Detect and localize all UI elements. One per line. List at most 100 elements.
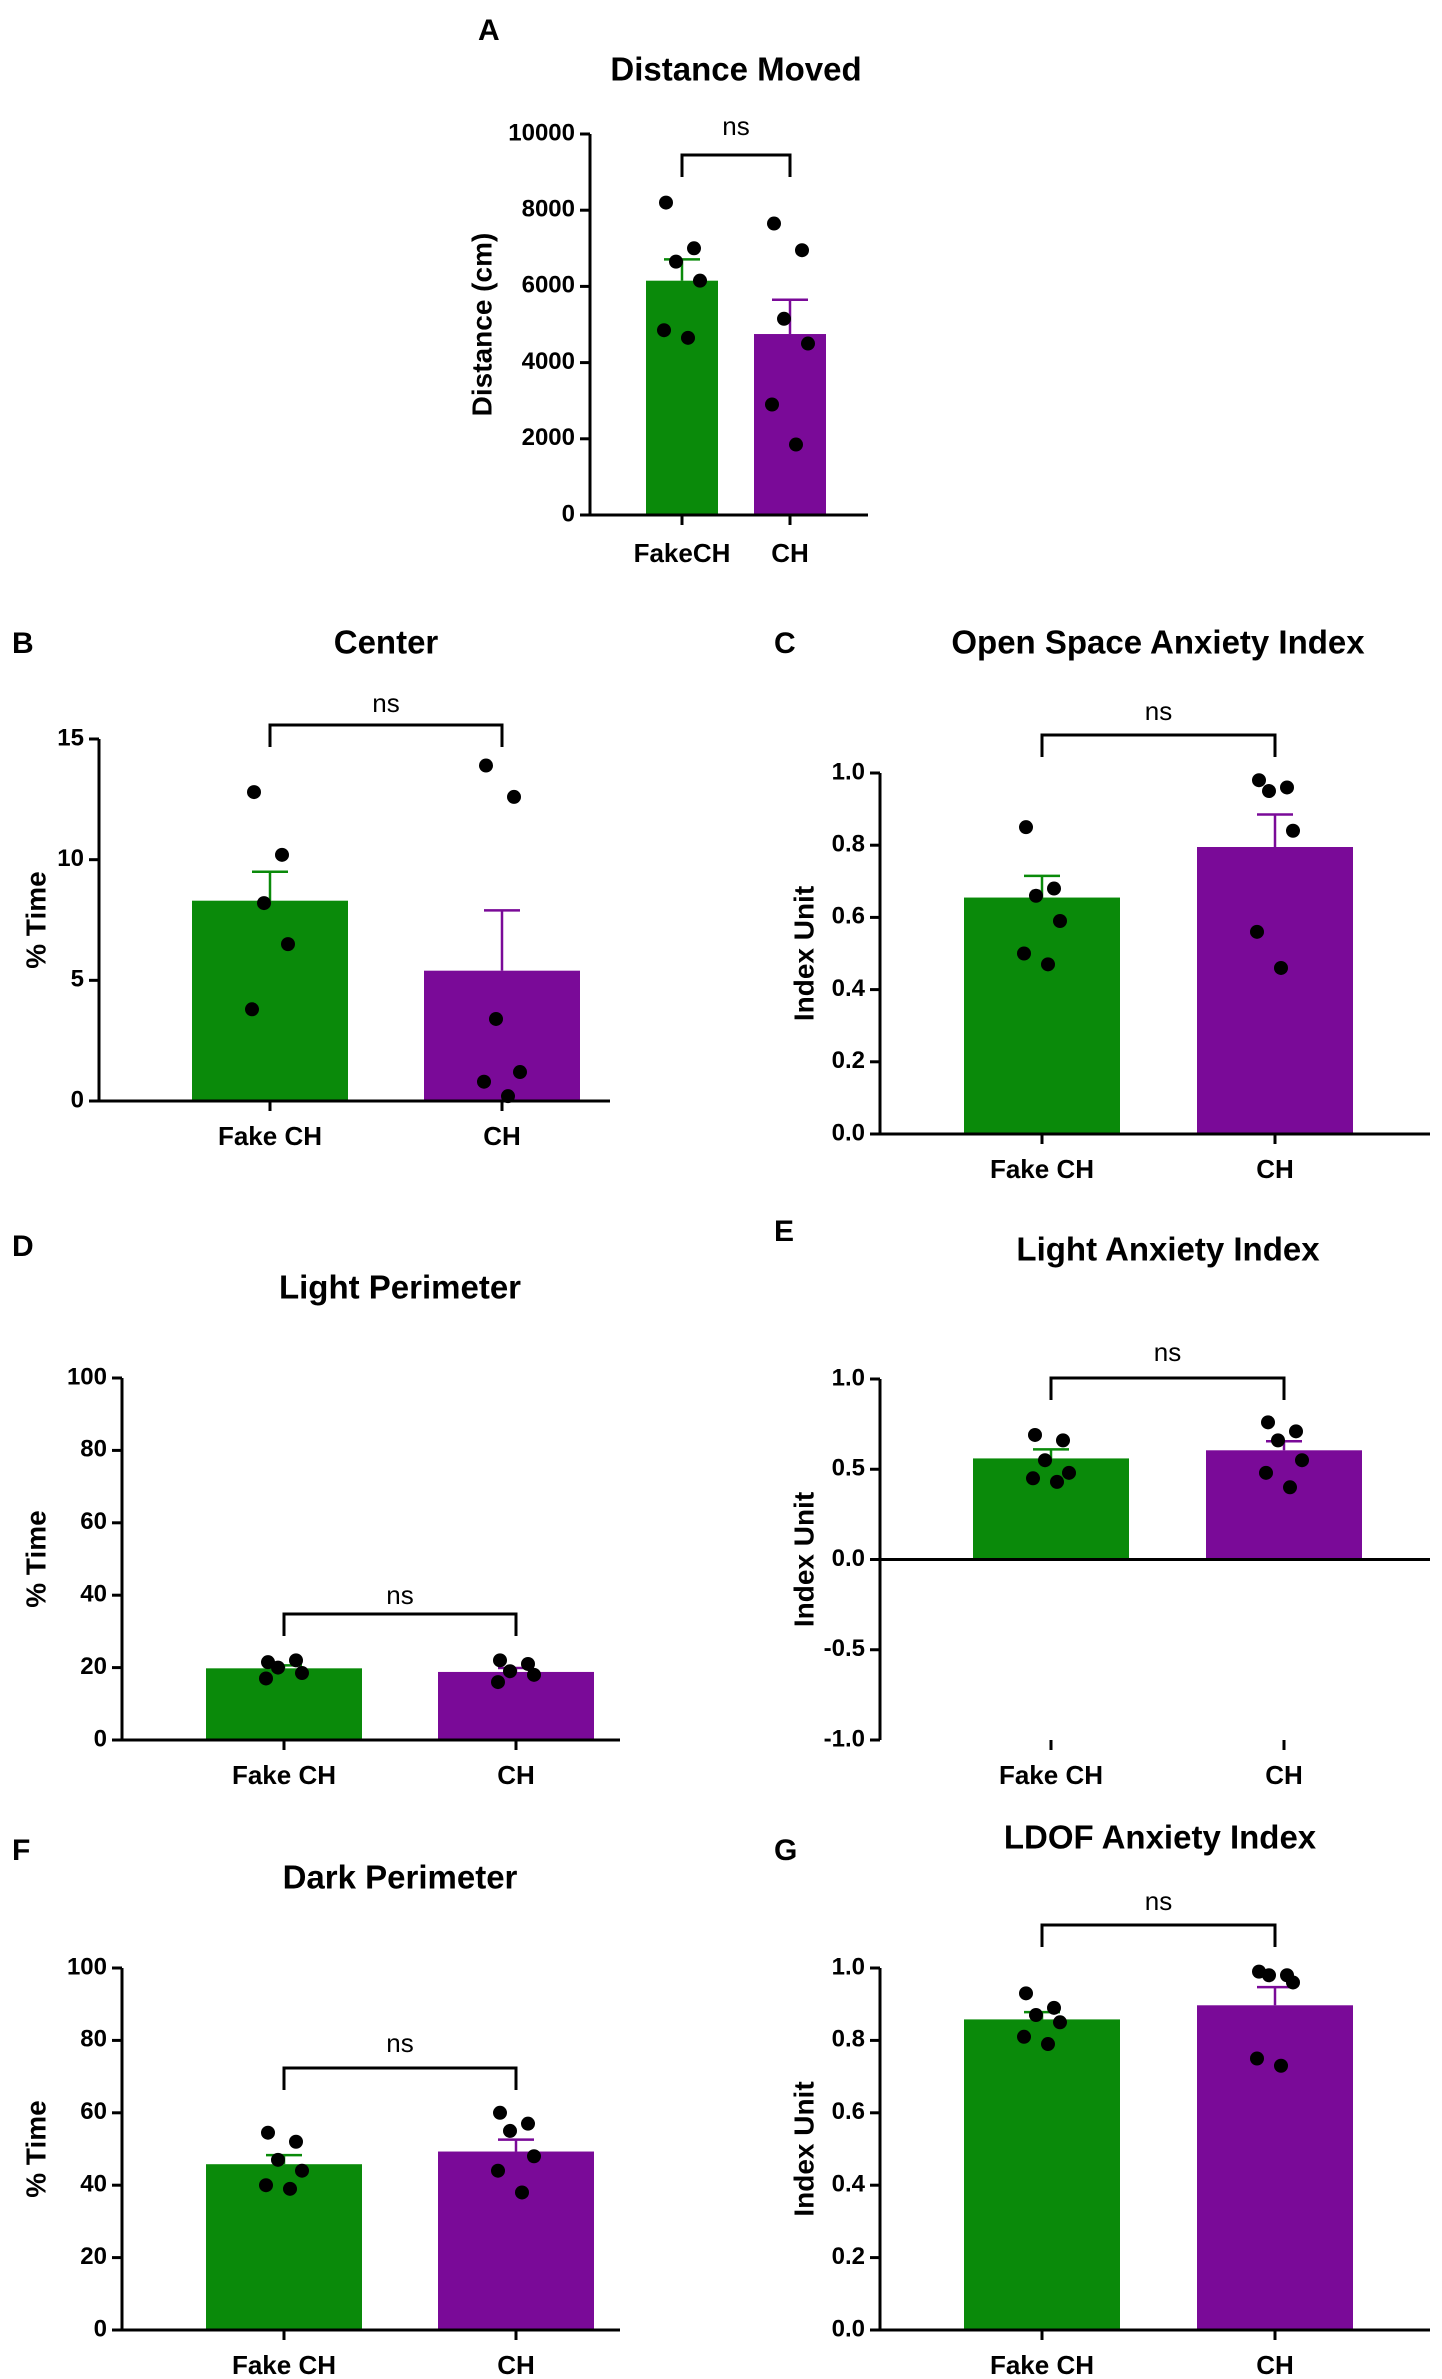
panel-c-significance-label: ns — [1145, 696, 1172, 726]
panel-a-ytick-label: 2000 — [522, 424, 575, 451]
panel-g-ytick-label: 1.0 — [832, 1953, 865, 1980]
panel-d-ytick-label: 80 — [80, 1436, 107, 1463]
panel-c-data-point — [1053, 914, 1067, 929]
panel-e-ytick-label: 1.0 — [832, 1364, 865, 1391]
panel-c-data-point — [1017, 946, 1031, 961]
panel-g-data-point — [1041, 2037, 1055, 2052]
panel-d-data-point — [271, 1660, 285, 1675]
panel-b-data-point — [477, 1074, 491, 1089]
panel-b-data-point — [275, 847, 289, 862]
panel-e-ytick-label: -0.5 — [824, 1635, 865, 1662]
panel-e-data-point — [1050, 1474, 1064, 1489]
panel-g-ytick-label: 0.8 — [832, 2026, 865, 2053]
panel-d-significance-label: ns — [386, 1580, 413, 1610]
panel-a-data-point — [669, 254, 683, 269]
panel-e-data-point — [1062, 1465, 1076, 1480]
panel-e-category-label: CH — [1265, 1760, 1303, 1790]
panel-d-ylabel: % Time — [20, 1510, 51, 1608]
panel-d-data-point — [491, 1675, 505, 1690]
panel-a-bar-ch — [754, 334, 826, 515]
panel-g-ytick-label: 0.6 — [832, 2098, 865, 2125]
panel-d-ytick-label: 0 — [94, 1725, 107, 1752]
panel-e-significance-bracket — [1049, 1376, 1286, 1400]
panel-c-data-point — [1280, 780, 1294, 795]
panel-b-data-point — [257, 896, 271, 911]
panel-e-ytick-label: 0.5 — [832, 1455, 865, 1482]
panel-e-data-point — [1038, 1453, 1052, 1468]
panel-c-ytick-label: 0.0 — [832, 1119, 865, 1146]
panel-c-ytick-label: 0.6 — [832, 903, 865, 930]
panel-a-ytick-label: 6000 — [522, 272, 575, 299]
panel-c-data-point — [1250, 924, 1264, 939]
panel-f-ytick-label: 0 — [94, 2315, 107, 2342]
panel-g-significance-label: ns — [1145, 1886, 1172, 1916]
panel-d-data-point — [259, 1671, 273, 1686]
panel-e-bar-ch — [1206, 1450, 1362, 1560]
panel-g-data-point — [1029, 2008, 1043, 2023]
panel-b-ytick-label: 5 — [71, 966, 84, 993]
panel-e-data-point — [1028, 1427, 1042, 1442]
panel-f-category-label: Fake CH — [232, 2350, 336, 2379]
panel-e-title: Light Anxiety Index — [1016, 1231, 1320, 1268]
panel-d-bar-ch — [438, 1671, 594, 1740]
panel-f-significance-bracket — [282, 2066, 518, 2090]
panel-g-data-point — [1274, 2058, 1288, 2073]
panel-b-data-point — [507, 789, 521, 804]
panel-b-ylabel: % Time — [20, 871, 51, 969]
panel-a-data-point — [693, 273, 707, 288]
panel-d-data-point — [493, 1653, 507, 1668]
panel-c-ytick-label: 0.2 — [832, 1047, 865, 1074]
panel-d-data-point — [521, 1656, 535, 1671]
panel-c-ytick-label: 0.8 — [832, 831, 865, 858]
panel-f-data-point — [503, 2123, 517, 2138]
panel-d-ytick-label: 40 — [80, 1581, 107, 1608]
panel-f-data-point — [491, 2163, 505, 2178]
panel-d-category-label: Fake CH — [232, 1760, 336, 1790]
panel-a-data-point — [801, 336, 815, 351]
panel-a-data-point — [767, 216, 781, 231]
panel-a-significance-label: ns — [722, 111, 749, 141]
panel-f-significance-label: ns — [386, 2028, 413, 2058]
panel-f-title: Dark Perimeter — [283, 1859, 518, 1896]
panel-a-data-point — [687, 241, 701, 256]
panel-g-data-point — [1250, 2051, 1264, 2066]
panel-c-category-label: Fake CH — [990, 1154, 1094, 1184]
panel-a-significance-bracket — [680, 153, 792, 177]
panel-d-title: Light Perimeter — [279, 1269, 521, 1306]
panel-f-data-point — [521, 2116, 535, 2131]
panel-c-data-point — [1262, 784, 1276, 799]
panel-d-data-point — [503, 1664, 517, 1679]
panel-g-data-point — [1047, 2000, 1061, 2015]
panel-g-data-point — [1019, 1986, 1033, 2001]
panel-g-bar-fake-ch — [964, 2019, 1120, 2330]
panel-d-label: D — [12, 1230, 34, 1263]
panel-g-ytick-label: 0.4 — [832, 2171, 866, 2198]
panel-e-data-point — [1026, 1471, 1040, 1486]
panel-d-data-point — [527, 1667, 541, 1682]
panel-b-title: Center — [334, 624, 439, 661]
panel-c-bar-fake-ch — [964, 897, 1120, 1134]
panel-d-significance-bracket — [282, 1612, 518, 1636]
panel-b-label: B — [12, 627, 34, 660]
panel-f-category-label: CH — [497, 2350, 535, 2379]
panel-b-data-point — [501, 1089, 515, 1104]
panel-e-ytick-label: 0.0 — [832, 1545, 865, 1572]
panel-e-label: E — [774, 1215, 794, 1248]
panel-b-data-point — [245, 1002, 259, 1017]
panel-g-ylabel: Index Unit — [788, 2081, 819, 2216]
panel-a-category-label: CH — [771, 538, 809, 568]
panel-g-bar-ch — [1197, 2005, 1353, 2330]
panel-a-data-point — [765, 397, 779, 412]
panel-c-data-point — [1029, 888, 1043, 903]
panel-d-data-point — [295, 1666, 309, 1681]
panel-c-bar-ch — [1197, 847, 1353, 1134]
panel-e-category-label: Fake CH — [999, 1760, 1103, 1790]
panel-g-title: LDOF Anxiety Index — [1004, 1819, 1317, 1856]
panel-a-label: A — [478, 14, 500, 47]
panel-g-data-point — [1262, 1968, 1276, 1983]
panel-b-data-point — [247, 785, 261, 800]
panel-d-ytick-label: 100 — [67, 1363, 107, 1390]
panel-a-ytick-label: 4000 — [522, 348, 575, 375]
panel-c-category-label: CH — [1256, 1154, 1294, 1184]
